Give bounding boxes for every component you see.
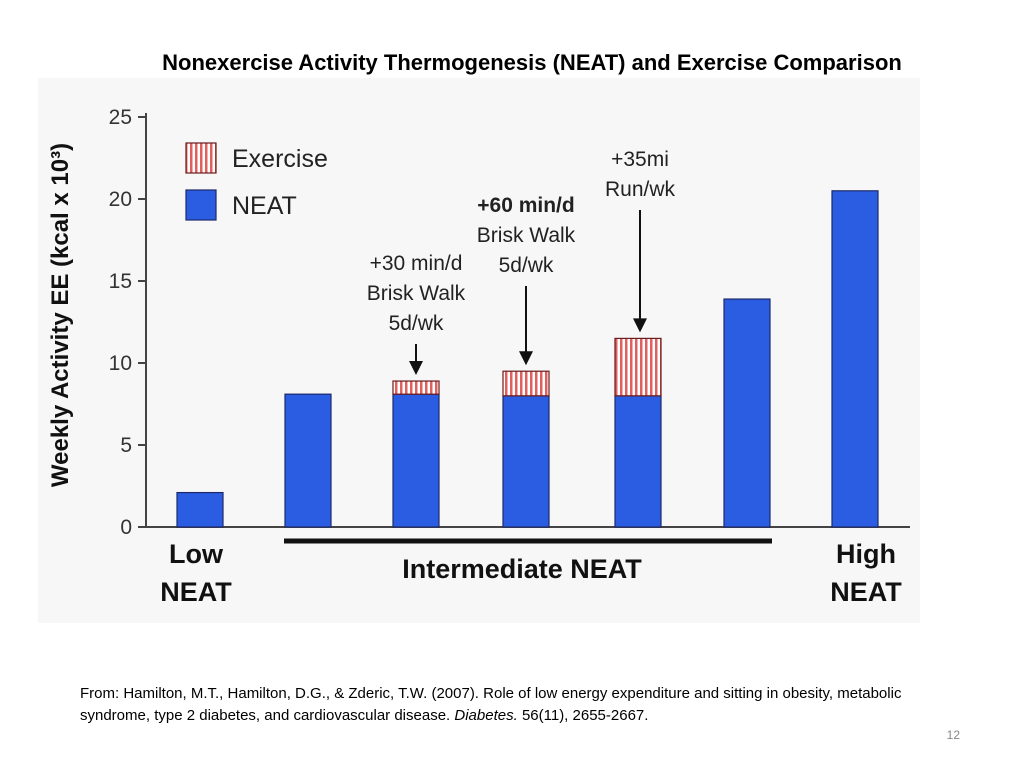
bar-exercise — [392, 380, 440, 395]
bar-exercise — [502, 370, 550, 397]
annotation-label: Brisk Walk — [367, 282, 466, 305]
citation-journal: Diabetes. — [454, 707, 518, 724]
bar-neat — [284, 393, 332, 528]
annotation-arrowhead — [633, 318, 647, 333]
annotation-label: Run/wk — [605, 178, 676, 201]
legend-swatch — [185, 142, 217, 174]
page-number: 12 — [946, 728, 960, 742]
bar-neat — [723, 298, 771, 528]
bar-neat — [392, 393, 440, 528]
group-label-low: NEAT — [160, 577, 232, 607]
bar-annotation: +60 min/d Brisk Walk 5d/wk — [477, 194, 576, 366]
annotation-label: Brisk Walk — [477, 224, 576, 247]
annotation-arrowhead — [409, 361, 423, 376]
bar-neat — [614, 395, 662, 528]
bar-annotation: +35mi Run/wk — [605, 148, 676, 333]
chart-legend: Exercise NEAT — [185, 142, 328, 221]
bar-annotation: +30 min/d Brisk Walk 5d/wk — [367, 252, 466, 376]
legend-swatch — [185, 189, 217, 221]
annotation-label: 5d/wk — [389, 312, 444, 335]
annotation-label: +35mi — [611, 148, 669, 171]
group-label-intermediate: Intermediate NEAT — [402, 554, 642, 584]
legend-label: Exercise — [232, 145, 328, 173]
bar-neat — [176, 491, 224, 528]
y-tick-label: 15 — [109, 270, 132, 293]
annotation-label: +30 min/d — [370, 252, 463, 275]
y-tick-label: 25 — [109, 106, 132, 129]
y-axis-label: Weekly Activity EE (kcal x 10³) — [47, 143, 74, 487]
citation: From: Hamilton, M.T., Hamilton, D.G., & … — [80, 683, 960, 727]
legend-label: NEAT — [232, 192, 297, 220]
y-tick-label: 20 — [109, 188, 132, 211]
group-label-high: High — [836, 539, 896, 569]
citation-text: From: Hamilton, M.T., Hamilton, D.G., & … — [80, 685, 902, 724]
chart-background — [38, 78, 920, 623]
bar-neat — [831, 190, 879, 528]
slide-title: Nonexercise Activity Thermogenesis (NEAT… — [162, 50, 902, 75]
annotation-label: 5d/wk — [499, 254, 554, 277]
y-tick-label: 10 — [109, 352, 132, 375]
y-tick-label: 5 — [120, 434, 132, 457]
annotation-arrowhead — [519, 351, 533, 366]
y-tick-label: 0 — [120, 516, 132, 539]
group-label-high: NEAT — [830, 577, 902, 607]
bar-exercise — [614, 337, 662, 397]
group-label-low: Low — [169, 539, 224, 569]
bar-neat — [502, 395, 550, 528]
citation-volume: 56(11), 2655-2667. — [521, 707, 649, 724]
annotation-label: +60 min/d — [477, 194, 574, 217]
